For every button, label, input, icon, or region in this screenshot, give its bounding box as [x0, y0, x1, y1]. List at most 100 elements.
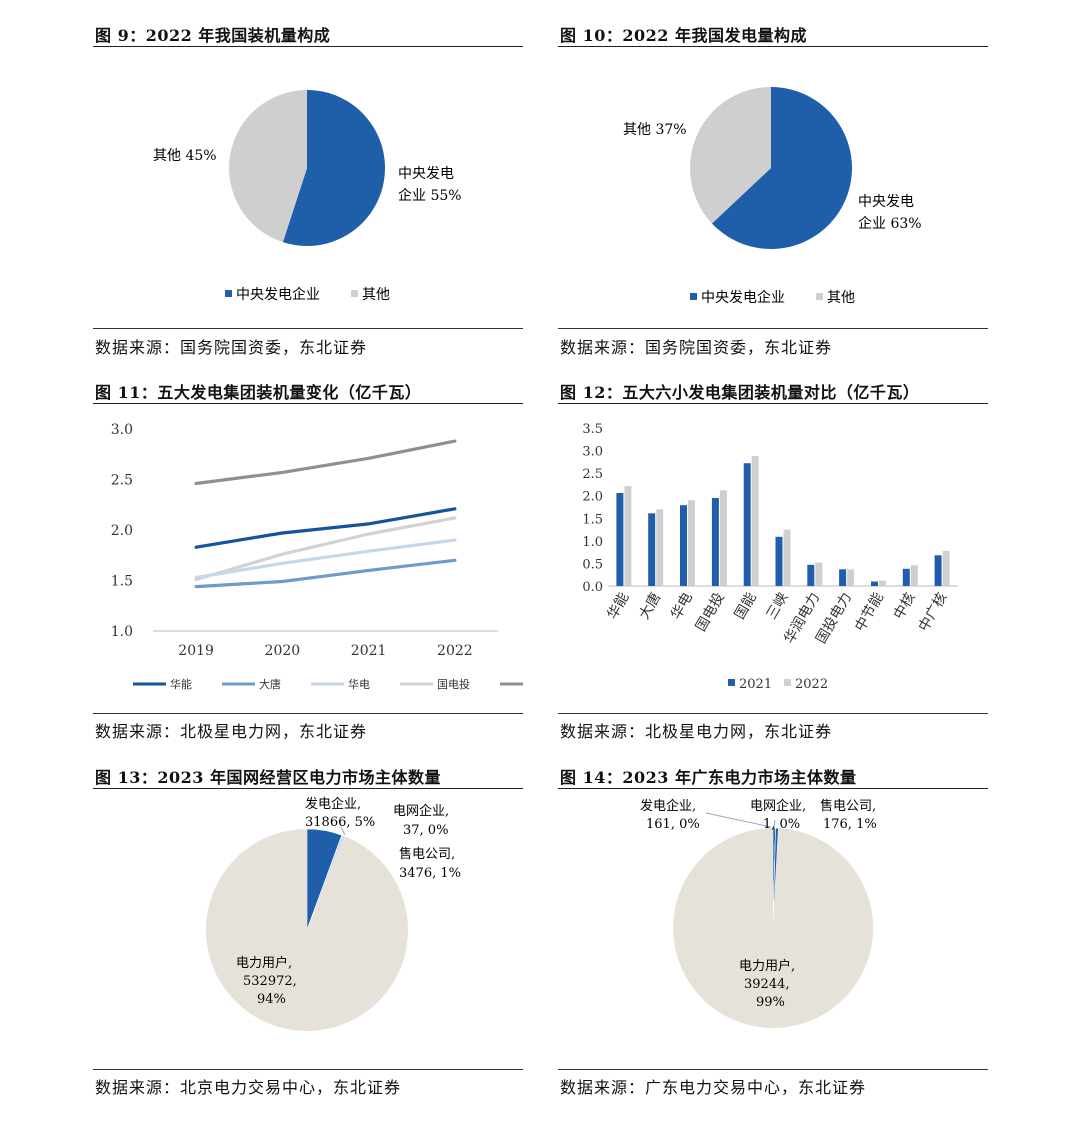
fig13-title: 图 13：2023 年国网经营区电力市场主体数量: [95, 768, 441, 787]
fig14-label-gen-2: 161, 0%: [646, 817, 700, 832]
fig13-title-rule: [93, 788, 523, 789]
fig13-source-rule: [93, 1069, 523, 1070]
fig12-ytick: 3.5: [582, 422, 603, 437]
fig9-source: 数据来源：国务院国资委，东北证券: [95, 338, 368, 357]
fig14-label-user-1: 电力用户,: [739, 958, 795, 974]
fig12-ytick: 2.5: [582, 467, 603, 482]
fig12-ytick: 2.0: [582, 490, 603, 505]
fig9-label-other: 其他 45%: [153, 148, 217, 164]
fig11-legend-label: 大唐: [259, 677, 281, 691]
fig9-legend-other: 其他: [362, 287, 390, 303]
fig12-ytick: 1.0: [582, 535, 603, 550]
fig9-title: 图 9：2022 年我国装机量构成: [95, 26, 331, 45]
fig13-label-gen-2: 31866, 5%: [305, 815, 375, 830]
fig11-chart: 1.0 1.5 2.0 2.5 3.0 2019 2020 2021 2022 华能 大唐 华电 国电投…: [111, 422, 523, 691]
fig9-legend-swatch-other: [351, 290, 358, 297]
fig11-legend-label: 国电投: [437, 677, 470, 691]
fig11-ytick: 1.0: [111, 624, 133, 640]
fig12-bar-2021: [711, 498, 719, 586]
fig11-source: 数据来源：北极星电力网，东北证券: [95, 722, 368, 741]
fig9-chart: 其他 45% 中央发电 企业 55% 中央发电企业 其他: [153, 90, 462, 303]
fig9-slice-other: [229, 90, 307, 243]
fig13-label-grid-1: 电网企业,: [393, 803, 449, 819]
fig11-ytick: 2.0: [111, 523, 133, 539]
fig10-chart: 其他 37% 中央发电 企业 63% 中央发电企业 其他: [623, 87, 922, 306]
fig14-label-grid-2: 1, 0%: [763, 817, 800, 832]
fig12-bar-2021: [616, 493, 624, 586]
fig9-legend-swatch-central: [225, 290, 232, 297]
fig14-chart: 发电企业, 161, 0% 电网企业, 1, 0% 售电公司, 176, 1% …: [640, 798, 877, 1028]
fig12-bar-2021: [807, 564, 815, 586]
fig12-bar-2022: [751, 456, 759, 586]
fig10-legend-other: 其他: [827, 290, 855, 306]
fig10-label-other: 其他 37%: [623, 122, 687, 138]
fig12-bar-2022: [815, 562, 823, 586]
fig12-bar-2021: [775, 536, 783, 586]
fig13-leader-grid: [340, 826, 346, 836]
fig13-label-grid-2: 37, 0%: [403, 823, 448, 838]
fig11-ytick: 1.5: [111, 574, 133, 590]
fig12-xtick: 国电投: [693, 590, 728, 634]
fig12-bar-2021: [934, 555, 942, 586]
fig11-line-series: [194, 558, 457, 589]
fig9-source-rule: [93, 328, 523, 329]
fig12-legend-label: 2021: [739, 677, 772, 692]
fig13-label-sale-1: 售电公司,: [399, 846, 455, 862]
fig11-line-series: [194, 507, 457, 549]
fig12-bar-2022: [942, 550, 950, 586]
fig9-title-rule: [93, 46, 523, 47]
fig12-xtick: 三峡: [764, 590, 792, 622]
fig10-legend-swatch-other: [816, 293, 823, 300]
fig13-chart: 发电企业, 31866, 5% 电网企业, 37, 0% 售电公司, 3476,…: [205, 796, 461, 1031]
fig12-bar-2022: [783, 529, 791, 586]
fig9-legend-central: 中央发电企业: [236, 286, 320, 303]
fig14-source: 数据来源：广东电力交易中心，东北证券: [560, 1078, 867, 1097]
fig14-title-rule: [558, 788, 988, 789]
fig14-label-sale-2: 176, 1%: [823, 817, 877, 832]
fig12-legend-swatch: [728, 679, 735, 686]
fig13-label-gen-1: 发电企业,: [305, 796, 361, 812]
fig12-xtick: 国能: [732, 590, 760, 622]
fig10-label-central-2: 企业 63%: [858, 215, 922, 232]
fig10-slice-central: [711, 87, 852, 250]
fig12-bar-2021: [871, 581, 878, 586]
fig12-bar-2022: [847, 569, 855, 586]
fig11-title-rule: [93, 403, 523, 404]
fig14-label-grid-1: 电网企业,: [750, 798, 806, 814]
fig12-bar-2021: [839, 569, 847, 586]
fig12-bar-2022: [719, 490, 727, 586]
fig12-xtick: 大唐: [635, 590, 664, 623]
fig12-ytick: 0.0: [582, 580, 603, 595]
fig12-xtick: 中节能: [852, 590, 887, 634]
fig14-slice-售电公司: [772, 827, 779, 929]
fig10-label-central-1: 中央发电: [858, 194, 914, 210]
fig13-label-sale-2: 3476, 1%: [399, 866, 461, 881]
fig12-bar-2022: [879, 580, 886, 586]
fig13-label-user-1: 电力用户,: [236, 955, 292, 971]
fig12-legend-swatch: [784, 679, 791, 686]
fig12-bar-2021: [743, 463, 751, 586]
fig9-label-central-1: 中央发电: [398, 166, 454, 182]
fig14-label-user-3: 99%: [756, 995, 785, 1010]
fig11-ytick: 3.0: [111, 422, 133, 438]
fig10-legend-swatch-central: [690, 293, 697, 300]
fig12-ytick: 0.5: [582, 557, 603, 572]
fig12-bar-2021: [902, 568, 910, 586]
fig13-source: 数据来源：北京电力交易中心，东北证券: [95, 1078, 402, 1097]
fig14-title: 图 14：2023 年广东电力市场主体数量: [560, 768, 857, 787]
fig12-bar-2022: [688, 500, 695, 586]
fig13-slice-电力用户: [205, 829, 408, 1031]
fig12-xtick: 华电: [668, 590, 696, 622]
fig11-xtick: 2020: [265, 643, 301, 659]
fig12-xtick: 华能: [605, 590, 633, 622]
fig11-legend-label: 华电: [348, 677, 370, 691]
fig10-legend-central: 中央发电企业: [701, 289, 785, 306]
fig12-ytick: 3.0: [582, 445, 603, 460]
fig10-title: 图 10：2022 年我国发电量构成: [560, 26, 807, 45]
fig11-xtick: 2019: [178, 643, 214, 659]
fig12-bar-2022: [624, 486, 632, 586]
fig12-bar-2021: [648, 513, 656, 586]
fig10-title-rule: [558, 46, 988, 47]
fig12-bar-2022: [910, 565, 918, 586]
